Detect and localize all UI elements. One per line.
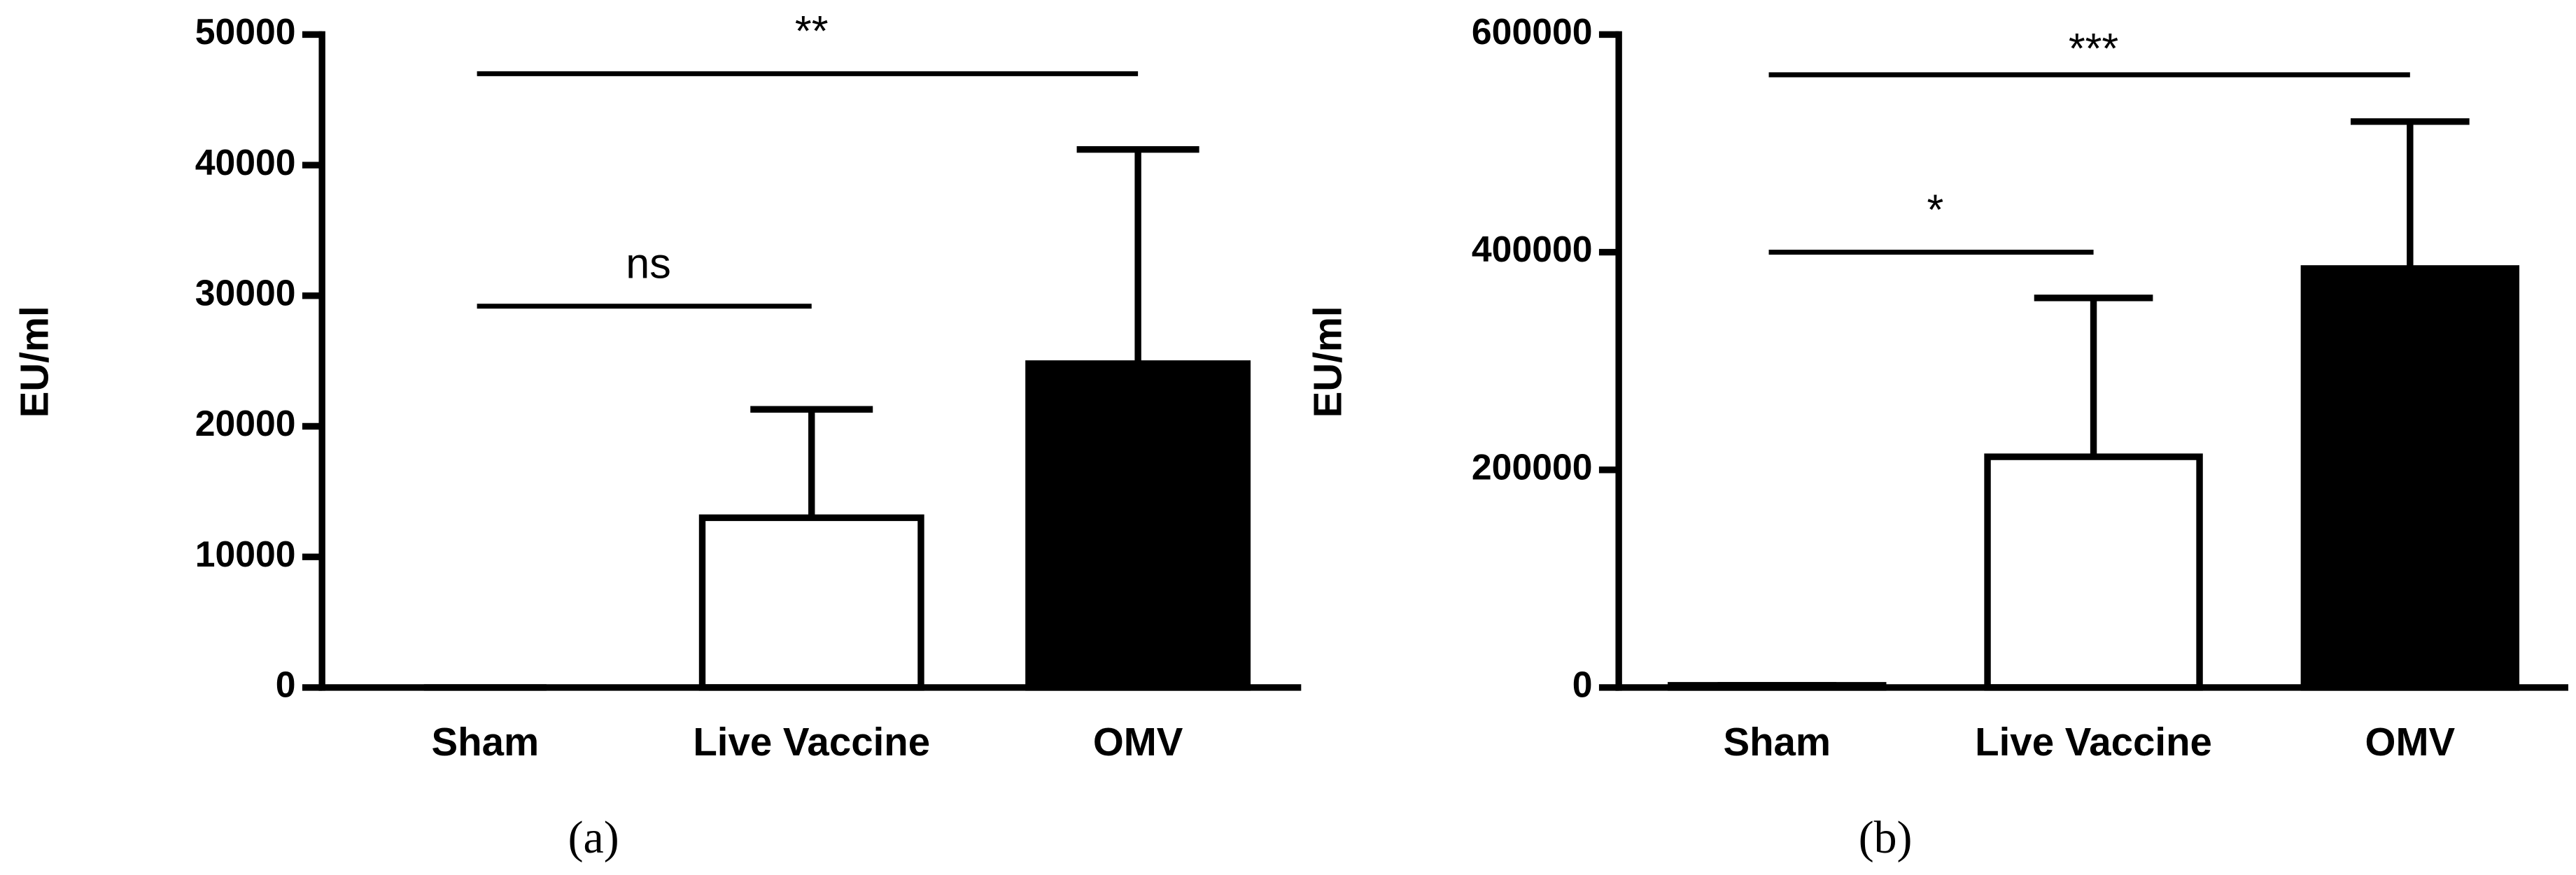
bar <box>1984 453 2203 691</box>
y-tick-label: 0 <box>1572 664 1593 705</box>
y-tick-label: 200000 <box>1472 446 1593 487</box>
significance-label: *** <box>2069 24 2118 72</box>
x-tick-label: OMV <box>2365 720 2456 764</box>
y-tick-label: 40000 <box>195 142 296 183</box>
panel-label: (a) <box>568 812 619 863</box>
significance-label: ** <box>795 7 829 55</box>
y-tick-label: 50000 <box>195 11 296 52</box>
y-tick-label: 400000 <box>1472 229 1593 269</box>
significance-label: ns <box>626 239 671 287</box>
significance-label: * <box>1927 185 1944 233</box>
y-axis-label: EU/ml <box>1306 306 1350 418</box>
y-axis-label: EU/ml <box>12 306 56 418</box>
y-tick-label: 10000 <box>195 534 296 574</box>
bar <box>698 514 924 691</box>
panel-label: (b) <box>1859 812 1913 863</box>
x-tick-label: Sham <box>1723 720 1831 764</box>
y-tick-label: 30000 <box>195 272 296 313</box>
x-tick-label: Live Vaccine <box>693 720 930 764</box>
y-tick-label: 20000 <box>195 403 296 443</box>
y-tick-label: 600000 <box>1472 11 1593 52</box>
y-tick-label: 0 <box>276 664 296 705</box>
x-tick-label: OMV <box>1093 720 1183 764</box>
bar <box>1025 360 1251 691</box>
bar <box>2300 265 2520 691</box>
x-tick-label: Live Vaccine <box>1975 720 2212 764</box>
x-tick-label: Sham <box>432 720 540 764</box>
